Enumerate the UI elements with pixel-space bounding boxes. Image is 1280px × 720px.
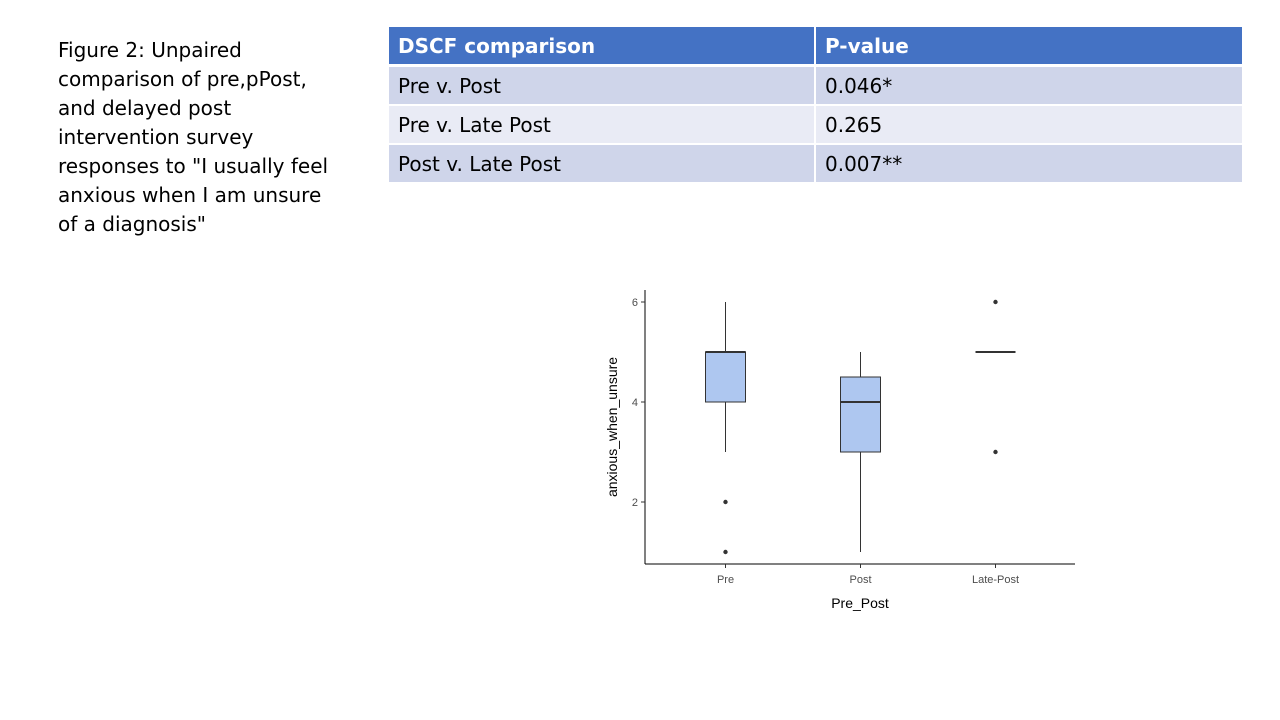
table-header-row: DSCF comparison P-value <box>389 27 1242 67</box>
comparison-cell: Pre v. Post <box>389 65 815 106</box>
table-row: Pre v. Late Post 0.265 <box>389 105 1242 145</box>
box-pre <box>705 351 746 403</box>
column-header-comparison: DSCF comparison <box>389 27 815 67</box>
p-value-cell: 0.007** <box>814 144 1242 184</box>
figure-caption: Figure 2: Unpaired comparison of pre,pPo… <box>58 38 329 236</box>
y-tick-label: 6 <box>632 297 638 309</box>
outlier-point <box>993 299 998 305</box>
y-axis-title: anxious_when_unsure <box>604 357 620 497</box>
x-tick-label: Pre <box>717 574 734 586</box>
comparison-cell: Pre v. Late Post <box>389 105 815 145</box>
pvalue-table: DSCF comparison P-value Pre v. Post 0.04… <box>389 27 1242 184</box>
x-tick-label: Post <box>849 574 871 586</box>
p-value-cell: 0.265 <box>814 105 1242 145</box>
x-axis-title: Pre_Post <box>831 595 889 611</box>
x-tick-label: Late-Post <box>972 574 1019 586</box>
y-tick-label: 4 <box>632 397 638 409</box>
outlier-point <box>723 499 728 505</box>
outlier-point <box>993 449 998 455</box>
box-post <box>840 376 881 453</box>
p-value-cell: 0.046* <box>814 65 1242 106</box>
comparison-cell: Post v. Late Post <box>389 144 815 184</box>
column-header-p-value: P-value <box>814 27 1242 67</box>
plot-area: 2 4 6 Pre Post Late-Post <box>632 290 1075 586</box>
y-tick-label: 2 <box>632 497 638 509</box>
outlier-point <box>723 549 728 555</box>
table-row: Post v. Late Post 0.007** <box>389 144 1242 184</box>
table-row: Pre v. Post 0.046* <box>389 65 1242 106</box>
